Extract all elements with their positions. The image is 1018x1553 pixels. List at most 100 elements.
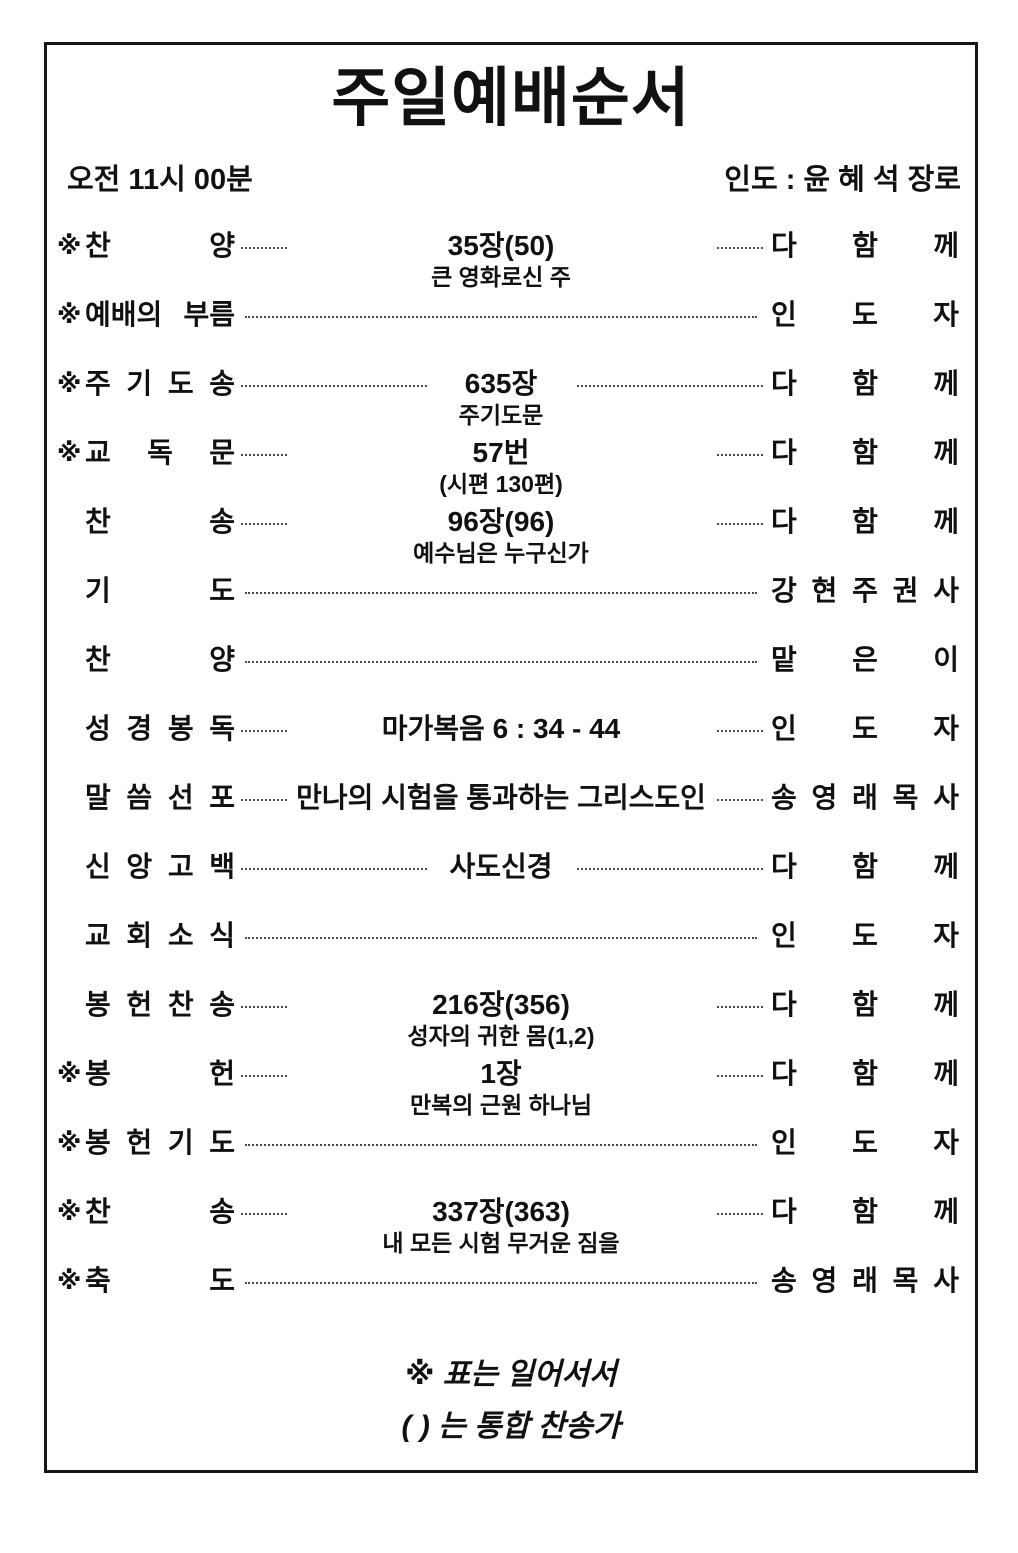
service-item-row: ※ 축 도 송 영 래 목 사 [47,1264,975,1333]
item-label: 교 독 문 [85,437,235,468]
page-title: 주일예배순서 [331,62,691,134]
leader-dots-left [241,1075,287,1077]
item-main-text: 337장(363) [432,1196,570,1227]
item-content: 사도신경 [431,850,571,884]
item-sub-text: 만복의 근원 하나님 [409,1092,593,1118]
item-label: 봉 헌 찬 송 [85,989,235,1020]
item-label: 찬 송 [85,506,235,537]
leader-dots-left [241,385,427,387]
item-person: 강 현 주 권 사 [771,575,959,606]
footer-note-hymnal: ( ) 는 통합 찬송가 [401,1410,621,1443]
item-content: 635장 주기도문 [431,367,571,429]
item-sub-text: 내 모든 시험 무거운 짐을 [382,1230,620,1256]
item-person: 인 도 자 [771,1127,959,1158]
item-label: 축 도 [85,1265,235,1296]
item-person: 인 도 자 [771,299,959,330]
leader-dots-right [717,1006,763,1008]
service-item-row: 성 경 봉 독 마가복음 6 : 34 - 44 인 도 자 [47,712,975,781]
leader-dots-right [717,730,763,732]
item-main-text: 216장(356) [432,989,570,1020]
leader-dots-right [717,1213,763,1215]
standing-marker: ※ [57,1267,82,1295]
item-sub-text: 주기도문 [458,402,544,428]
header-row: 오전 11시 00분 인도 : 윤 혜 석 장로 [67,163,961,197]
item-label: 주 기 도 송 [85,368,235,399]
item-main-text: 96장(96) [447,506,555,537]
item-main-text: 35장(50) [447,230,555,261]
item-label: 기 도 [85,575,235,606]
leader-dots-right [577,385,763,387]
leader-dots-right [717,523,763,525]
item-person: 다 함 께 [771,506,959,537]
standing-marker: ※ [57,1060,82,1088]
item-label: 신 앙 고 백 [85,851,235,882]
item-sub-text: (시편 130편) [439,471,563,497]
standing-marker: ※ [57,439,82,467]
item-main-text: 만나의 시험을 통과하는 그리스도인 [296,782,706,813]
leader-dots-right [717,247,763,249]
service-item-row: ※ 예배의 부름 인 도 자 [47,298,975,367]
item-sub-text: 성자의 귀한 몸(1,2) [407,1023,595,1049]
service-item-row: ※ 찬 송 337장(363) 내 모든 시험 무거운 짐을 다 함 께 [47,1195,975,1264]
item-person: 다 함 께 [771,1196,959,1227]
service-item-row: 찬 송 96장(96) 예수님은 누구신가 다 함 께 [47,505,975,574]
leader-dots-left [245,1144,757,1146]
item-person: 인 도 자 [771,920,959,951]
item-main-text: 57번 [472,437,530,468]
leader-dots-left [245,1282,757,1284]
bulletin-border-frame: 주일예배순서 오전 11시 00분 인도 : 윤 혜 석 장로 ※ 찬 양 35… [44,42,978,1473]
item-label: 예배의 부름 [85,299,235,330]
item-content: 337장(363) 내 모든 시험 무거운 짐을 [291,1195,711,1257]
leader-dots-left [245,592,757,594]
item-content: 1장 만복의 근원 하나님 [291,1057,711,1119]
service-item-row: ※ 교 독 문 57번 (시편 130편) 다 함 께 [47,436,975,505]
leader-dots-left [241,247,287,249]
item-person: 다 함 께 [771,368,959,399]
leader-dots-left [241,730,287,732]
leader-dots-right [717,1075,763,1077]
item-label: 말 씀 선 포 [85,782,235,813]
item-content: 마가복음 6 : 34 - 44 [291,712,711,746]
item-sub-text: 큰 영화로신 주 [431,264,571,290]
leader-dots-left [245,316,757,318]
service-time: 오전 11시 00분 [67,164,253,196]
item-person: 인 도 자 [771,713,959,744]
leader-dots-right [717,799,763,801]
item-label: 찬 송 [85,1196,235,1227]
standing-marker: ※ [57,370,82,398]
standing-marker: ※ [57,301,82,329]
standing-marker: ※ [57,232,82,260]
leader-dots-left [245,937,757,939]
item-person: 다 함 께 [771,851,959,882]
leader-dots-right [717,454,763,456]
item-person: 맡 은 이 [771,644,959,675]
item-content: 216장(356) 성자의 귀한 몸(1,2) [291,988,711,1050]
service-item-row: ※ 봉 헌 1장 만복의 근원 하나님 다 함 께 [47,1057,975,1126]
service-item-row: 교 회 소 식 인 도 자 [47,919,975,988]
leader-dots-left [241,454,287,456]
service-item-row: 찬 양 맡 은 이 [47,643,975,712]
item-main-text: 635장 [464,368,538,399]
item-person: 송 영 래 목 사 [771,1265,959,1296]
item-main-text: 마가복음 6 : 34 - 44 [381,713,621,744]
service-item-row: 말 씀 선 포 만나의 시험을 통과하는 그리스도인 송 영 래 목 사 [47,781,975,850]
footer-note-standing: ※ 표는 일어서서 [405,1358,617,1391]
footer-notes: ※ 표는 일어서서 ( ) 는 통합 찬송가 [47,1357,975,1445]
leader-dots-left [241,799,287,801]
service-item-row: ※ 주 기 도 송 635장 주기도문 다 함 께 [47,367,975,436]
leader-dots-left [241,868,427,870]
service-item-row: ※ 찬 양 35장(50) 큰 영화로신 주 다 함 께 [47,229,975,298]
item-person: 다 함 께 [771,1058,959,1089]
service-order-list: ※ 찬 양 35장(50) 큰 영화로신 주 다 함 께 ※ 예배의 부름 인 … [47,229,975,1333]
leader-dots-left [245,661,757,663]
service-leader: 인도 : 윤 혜 석 장로 [724,164,961,196]
item-content: 57번 (시편 130편) [291,436,711,498]
item-label: 교 회 소 식 [85,920,235,951]
item-label: 봉 헌 기 도 [85,1127,235,1158]
item-label: 봉 헌 [85,1058,235,1089]
service-item-row: ※ 봉 헌 기 도 인 도 자 [47,1126,975,1195]
item-main-text: 1장 [480,1058,522,1089]
item-person: 송 영 래 목 사 [771,782,959,813]
service-item-row: 봉 헌 찬 송 216장(356) 성자의 귀한 몸(1,2) 다 함 께 [47,988,975,1057]
